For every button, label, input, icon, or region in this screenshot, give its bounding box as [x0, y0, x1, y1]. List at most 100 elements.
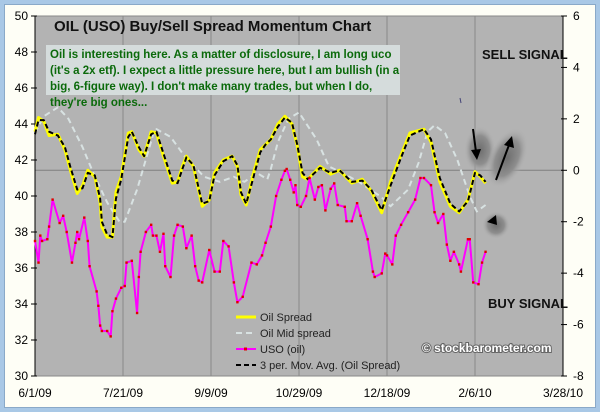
uso-data-point: [47, 225, 51, 228]
x-tick-label: 6/1/09: [18, 386, 52, 400]
series-line-3-per-mov-avg-oil-spread-: [34, 116, 487, 239]
annotation-arrows: [459, 97, 529, 239]
uso-data-point: [65, 230, 68, 234]
uso-data-point: [269, 225, 273, 228]
uso-data-point: [320, 184, 324, 187]
uso-data-point: [433, 211, 436, 214]
uso-data-point: [373, 275, 376, 279]
uso-data-point: [95, 290, 98, 293]
uso-data-point: [385, 254, 389, 257]
uso-data-point: [449, 259, 452, 262]
uso-data-point: [336, 203, 339, 207]
right-tick-label: 6: [573, 9, 580, 23]
uso-data-point: [193, 265, 197, 268]
uso-data-point: [201, 281, 204, 284]
uso-data-point: [466, 238, 470, 241]
uso-data-point: [125, 261, 128, 264]
uso-data-point: [86, 239, 89, 243]
uso-data-point: [58, 221, 61, 225]
uso-data-point: [413, 198, 417, 201]
uso-data-point: [472, 281, 475, 284]
uso-data-point: [105, 329, 109, 333]
uso-data-point: [445, 243, 449, 246]
uso-data-point: [227, 245, 230, 248]
left-tick-label: 38: [15, 225, 29, 239]
uso-data-point: [111, 310, 114, 313]
uso-data-point: [333, 182, 336, 185]
arrow-blob: [485, 128, 529, 188]
uso-data-point: [164, 265, 167, 268]
uso-data-point: [329, 187, 332, 190]
uso-data-point: [139, 250, 142, 253]
series-line-oil-mid-spread: [34, 106, 487, 223]
uso-data-point: [83, 216, 86, 219]
uso-data-point: [155, 234, 158, 237]
uso-data-point: [457, 263, 461, 266]
uso-data-point: [137, 275, 141, 279]
right-tick-label: 4: [573, 60, 580, 74]
uso-data-point: [120, 286, 123, 289]
uso-data-point: [429, 184, 433, 187]
uso-data-point: [283, 169, 287, 172]
uso-data-point: [308, 176, 311, 180]
uso-data-point: [296, 203, 299, 207]
legend: Oil Spread Oil Mid spread USO (oil) 3 per. …: [236, 312, 400, 372]
uso-data-point: [264, 241, 267, 244]
uso-data-point: [436, 221, 440, 225]
uso-data-point: [359, 214, 362, 217]
uso-data-point: [419, 176, 422, 180]
uso-data-point: [181, 225, 185, 228]
legend-marker: [244, 347, 247, 351]
uso-data-point: [130, 259, 133, 262]
right-tick-label: 0: [573, 163, 580, 177]
legend-label: Oil Mid spread: [260, 328, 331, 340]
uso-data-point: [114, 297, 118, 300]
x-tick-label: 9/9/09: [194, 386, 228, 400]
uso-data-point: [274, 194, 278, 198]
uso-data-point: [255, 263, 258, 266]
up-arrow-icon: [495, 136, 514, 181]
left-tick-label: 34: [15, 297, 29, 311]
uso-data-point: [394, 234, 397, 237]
uso-data-point: [190, 234, 193, 237]
uso-data-point: [33, 239, 37, 243]
uso-data-point: [371, 270, 375, 273]
uso-data-point: [77, 238, 81, 241]
uso-data-point: [222, 239, 225, 243]
right-tick-label: -4: [573, 266, 584, 280]
chart-title: OIL (USO) Buy/Sell Spread Momentum Chart: [54, 18, 371, 35]
uso-data-point: [366, 238, 369, 241]
legend-label: Oil Spread: [260, 312, 312, 324]
uso-data-point: [292, 191, 295, 194]
uso-data-point: [289, 178, 292, 181]
up-left-arrow-icon: [487, 215, 497, 225]
left-tick-label: 40: [15, 189, 29, 203]
uso-data-point: [406, 211, 410, 214]
uso-data-point: [343, 205, 346, 208]
uso-data-point: [51, 198, 54, 201]
uso-data-point: [149, 223, 153, 226]
stray-mark: [459, 97, 462, 104]
uso-data-point: [70, 261, 74, 264]
uso-data-point: [345, 220, 348, 223]
uso-data-point: [39, 234, 42, 237]
uso-data-point: [144, 230, 148, 234]
legend-label: 3 per. Mov. Avg. (Oil Spread): [260, 360, 400, 372]
x-tick-label: 3/28/10: [543, 386, 583, 400]
left-tick-label: 44: [15, 117, 29, 131]
left-tick-label: 50: [15, 9, 29, 23]
uso-data-point: [232, 281, 236, 284]
uso-data-point: [74, 241, 77, 244]
uso-data-point: [380, 272, 383, 275]
uso-data-point: [109, 335, 112, 338]
uso-data-point: [162, 232, 165, 235]
uso-data-point: [304, 194, 308, 198]
right-tick-label: -8: [573, 369, 584, 383]
x-tick-label: 7/21/09: [103, 386, 143, 400]
uso-data-point: [477, 283, 480, 286]
arrow-blob: [482, 211, 510, 239]
uso-data-point: [98, 324, 102, 327]
uso-data-point: [452, 250, 456, 253]
uso-data-point: [324, 209, 327, 212]
right-tick-label: -6: [573, 318, 584, 332]
